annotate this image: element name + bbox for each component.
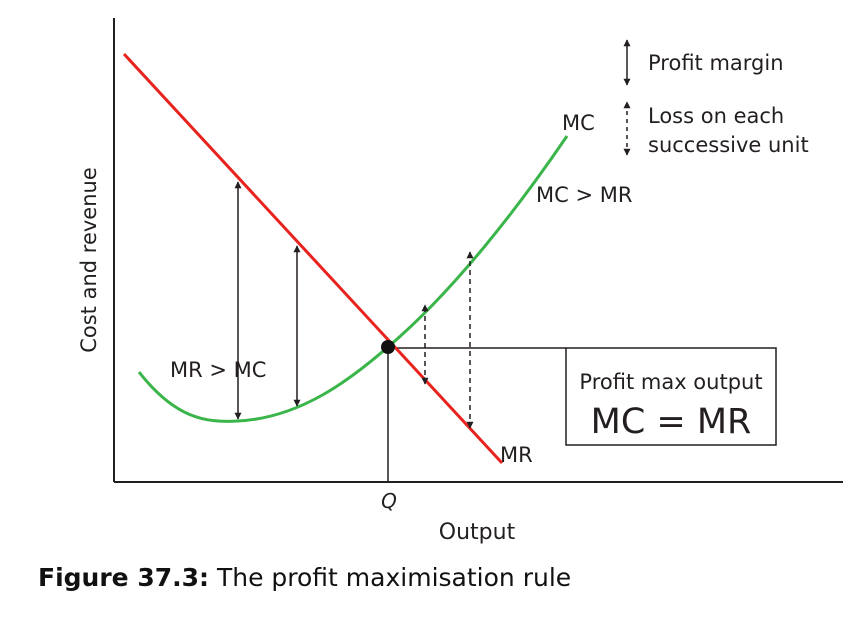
intersection-point <box>381 340 395 354</box>
profit-max-equation: MC = MR <box>591 402 752 442</box>
mr-line <box>122 52 504 465</box>
profit-maximisation-diagram: Cost and revenue Output Q MC MR MC > MR … <box>77 18 843 545</box>
y-axis-label: Cost and revenue <box>77 167 101 353</box>
mc-label: MC <box>562 111 595 135</box>
x-tick-q: Q <box>381 489 397 513</box>
mr-label: MR <box>500 443 533 467</box>
x-axis-label: Output <box>439 520 516 545</box>
profit-max-title: Profit max output <box>579 370 762 394</box>
mc-curve <box>137 135 569 423</box>
profit-max-box <box>565 347 777 446</box>
legend-loss-line1: Loss on each <box>648 104 784 128</box>
mc-gt-mr-label: MC > MR <box>536 183 632 207</box>
legend-loss-line2: successive unit <box>648 133 809 157</box>
figure-caption-label: Figure 37.3: <box>38 563 210 592</box>
legend-profit-margin: Profit margin <box>648 51 784 75</box>
mr-gt-mc-label: MR > MC <box>170 358 266 382</box>
figure-caption-text: The profit maximisation rule <box>216 563 572 592</box>
figure-caption: Figure 37.3: The profit maximisation rul… <box>38 563 571 592</box>
